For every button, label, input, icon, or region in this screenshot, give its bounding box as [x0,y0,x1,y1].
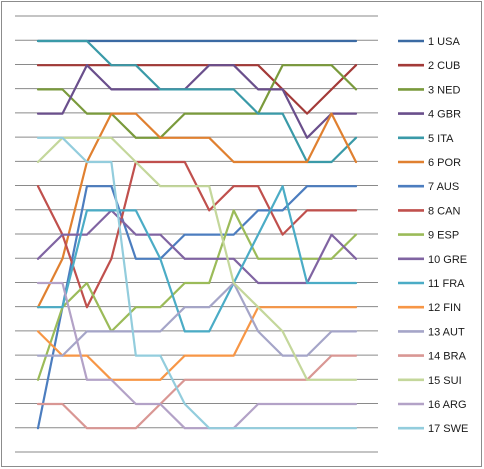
series-line-15-sui [36,136,358,381]
legend-label: 13 AUT [428,326,465,338]
series-line-13-aut [36,281,358,357]
series-line-17-swe [36,136,358,430]
series-line-14-bra [36,354,358,430]
series-lines [36,39,358,430]
legend-label: 2 CUB [428,60,460,72]
series-line-6-por [36,112,358,309]
legend: 1 USA 2 CUB 3 NED 4 GBR 5 ITA 6 POR 7 AUS 8 CAN… [398,36,468,435]
legend-label: 1 USA [428,36,460,48]
legend-label: 5 ITA [428,133,454,145]
legend-label: 6 POR [428,157,461,169]
series-line-12-fin [36,306,358,381]
legend-label: 4 GBR [428,109,461,121]
legend-label: 8 CAN [428,205,460,217]
legend-label: 3 NED [428,84,460,96]
legend-label: 9 ESP [428,230,459,242]
legend-label: 10 GRE [428,254,467,266]
series-line-11-fra [36,185,358,333]
series-line-2-cub [36,64,358,115]
series-line-16-arg [36,281,358,430]
series-line-9-esp [36,209,358,381]
series-line-7-aus [36,185,358,430]
legend-label: 16 ARG [428,399,467,411]
series-line-4-gbr [36,64,358,139]
series-line-3-ned [36,64,358,139]
legend-label: 11 FRA [428,278,465,290]
legend-label: 7 AUS [428,181,459,193]
series-line-5-ita [36,39,358,164]
series-line-10-gre [36,209,358,285]
legend-label: 15 SUI [428,375,462,387]
legend-label: 14 BRA [428,351,467,363]
legend-label: 12 FIN [428,302,461,314]
legend-label: 17 SWE [428,423,468,435]
